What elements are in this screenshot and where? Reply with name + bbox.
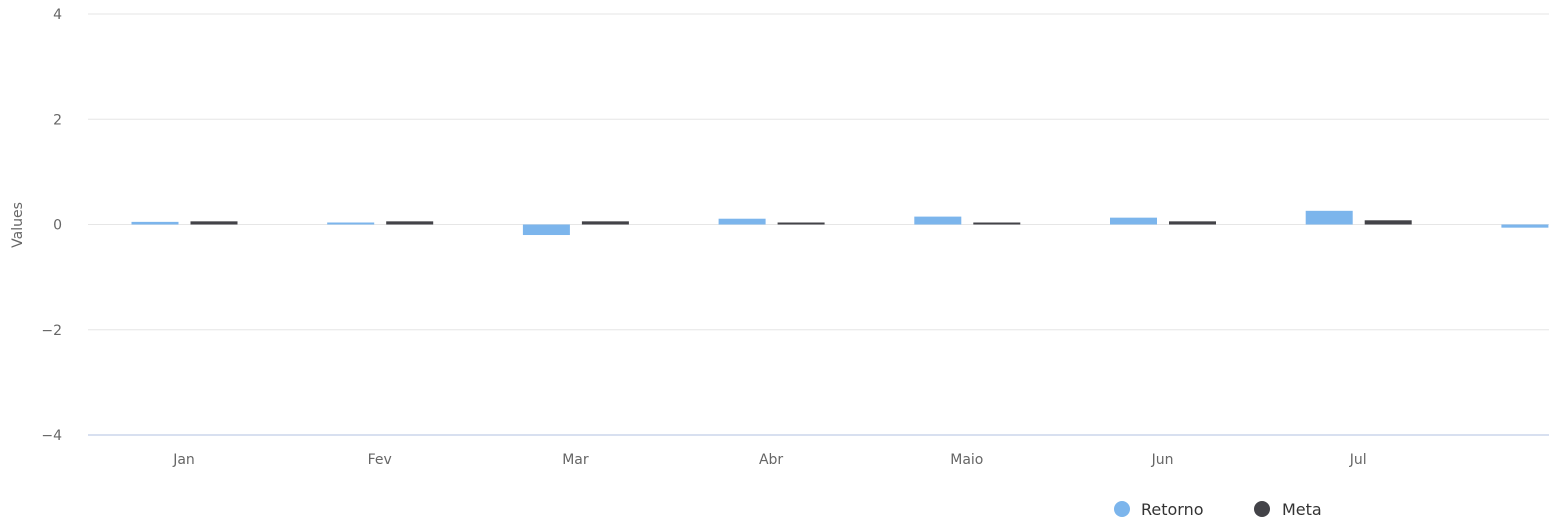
bar-meta-mar[interactable] [581, 221, 629, 225]
bar-retorno-jul[interactable] [1305, 210, 1353, 225]
x-tick-labels: JanFevMarAbrMaioJunJulA [172, 452, 1367, 468]
y-tick-labels: 4 2 0 −2 −4 [41, 7, 62, 444]
bar-meta-jun[interactable] [1169, 221, 1216, 225]
bar-meta-fev[interactable] [386, 221, 434, 225]
bar-retorno-fev[interactable] [327, 222, 375, 225]
bar-retorno-mar[interactable] [522, 224, 570, 236]
bar-meta-jul[interactable] [1364, 220, 1412, 225]
bar-retorno-abr[interactable] [718, 218, 766, 225]
x-tick-label: Jul [1349, 452, 1367, 468]
y-tick-label: 2 [53, 112, 62, 128]
x-tick-label: Jun [1151, 452, 1174, 468]
legend-marker [1254, 501, 1270, 517]
y-axis-title: Values [10, 202, 26, 248]
x-tick-label: Abr [759, 452, 783, 468]
bars [131, 210, 1549, 236]
legend-item-meta[interactable]: Meta [1254, 500, 1322, 519]
y-tick-label: −4 [41, 428, 62, 444]
bar-retorno-a[interactable] [1501, 224, 1549, 228]
x-tick-label: Jan [172, 452, 195, 468]
x-tick-label: Mar [562, 452, 589, 468]
bar-retorno-maio[interactable] [914, 216, 962, 225]
bar-meta-abr[interactable] [777, 222, 825, 225]
y-tick-label: 0 [53, 218, 62, 234]
legend-item-retorno[interactable]: Retorno [1114, 500, 1204, 519]
bar-meta-jan[interactable] [190, 221, 238, 225]
x-tick-label: Maio [950, 452, 983, 468]
x-tick-label: Fev [368, 452, 392, 468]
bar-retorno-jun[interactable] [1110, 217, 1157, 225]
legend-marker [1114, 501, 1130, 517]
bar-meta-maio[interactable] [973, 222, 1021, 225]
legend-label: Meta [1282, 500, 1322, 519]
legend: Retorno Meta [1114, 500, 1322, 519]
y-tick-label: 4 [53, 7, 62, 23]
legend-label: Retorno [1141, 500, 1204, 519]
bar-retorno-jan[interactable] [131, 221, 179, 225]
y-tick-label: −2 [41, 323, 62, 339]
